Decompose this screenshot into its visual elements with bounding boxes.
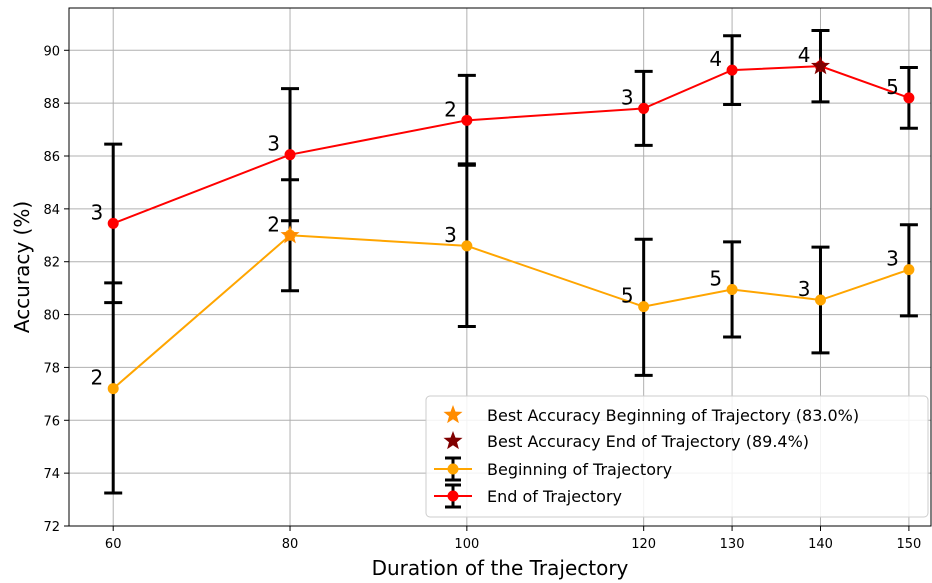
data-point [461,114,473,126]
data-point [107,217,119,229]
x-axis-label: Duration of the Trajectory [372,556,629,580]
y-tick-label: 80 [43,309,60,324]
point-label: 2 [267,212,280,236]
data-point [726,64,738,76]
x-tick-label: 100 [454,537,479,552]
data-points [107,56,915,395]
legend-star [443,431,463,450]
point-label: 3 [886,247,899,271]
y-tick-label: 82 [43,256,60,271]
data-point [461,240,473,252]
legend-box [425,395,929,518]
point-label: 5 [621,284,634,308]
x-tick-label: 60 [105,537,122,552]
data-point [726,283,738,295]
x-tick-label: 140 [808,537,833,552]
x-tick-label: 150 [896,537,921,552]
data-point [638,102,650,114]
y-tick-label: 72 [43,520,60,535]
data-point [903,264,915,276]
data-point [107,383,119,395]
best-point-star [810,56,830,75]
y-tick-label: 78 [43,361,60,376]
x-tick-label: 80 [282,537,299,552]
y-tick-label: 88 [43,97,60,112]
point-label: 3 [90,200,103,224]
legend-label: Best Accuracy End of Trajectory (89.4%) [487,432,809,451]
x-tick-label: 130 [720,537,745,552]
legend-star [443,405,463,424]
y-axis-label: Accuracy (%) [10,201,34,333]
point-label: 5 [709,266,722,290]
legend: Best Accuracy Beginning of Trajectory (8… [425,395,929,518]
x-tick-label: 120 [631,537,656,552]
point-label: 4 [798,43,811,67]
series-lines [112,65,910,390]
legend-label: Best Accuracy Beginning of Trajectory (8… [487,406,859,425]
plot-frame [68,7,932,527]
series-line [112,234,910,390]
point-label: 3 [798,277,811,301]
legend-label: Beginning of Trajectory [487,460,672,479]
y-tick-label: 86 [43,150,60,165]
legend-marker [447,463,459,475]
y-tick-label: 74 [43,467,60,482]
data-point [638,301,650,313]
best-point-star [280,225,300,244]
y-tick-label: 84 [43,203,60,218]
point-label: 3 [444,223,457,247]
point-label: 5 [886,75,899,99]
point-labels: 2 2 3 5 5 3 3 3 3 2 3 4 4 5 [90,43,898,389]
point-label: 3 [621,85,634,109]
data-point [284,149,296,161]
series-line [112,65,910,225]
data-point [903,92,915,104]
point-label: 2 [90,366,103,390]
point-label: 3 [267,132,280,156]
axis-ticks: 60 80 100 120 130 140 150 72 74 76 78 80 82 84 86 88 90 [43,44,921,552]
legend-marker [447,490,459,502]
y-tick-label: 90 [43,44,60,59]
point-label: 4 [709,47,722,71]
point-label: 2 [444,97,457,121]
legend-label: End of Trajectory [487,487,622,506]
data-point [814,294,826,306]
y-tick-label: 76 [43,414,60,429]
